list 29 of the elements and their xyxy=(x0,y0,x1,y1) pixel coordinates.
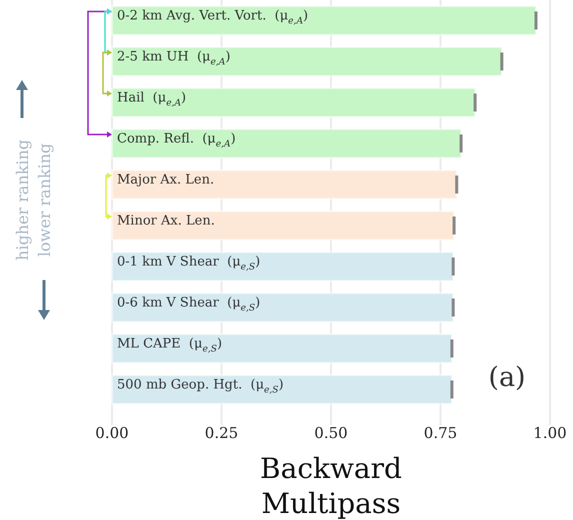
y-tick-label: 2-5 km UH (μ$_{e,A}$) xyxy=(117,50,230,68)
bar xyxy=(111,333,453,364)
bar xyxy=(111,87,476,118)
bar xyxy=(111,5,537,36)
y-tick-label: Comp. Refl. (μ$_{e,A}$) xyxy=(117,132,236,150)
x-axis-title: Backward Multipass xyxy=(260,452,402,520)
bar xyxy=(111,128,462,159)
y-tick-label: ML CAPE (μ$_{e,S}$) xyxy=(117,336,222,355)
y-tick-label: Major Ax. Len. xyxy=(117,172,214,188)
y-tick-label: Hail (μ$_{e,A}$) xyxy=(117,90,186,109)
annotation: (a) xyxy=(488,362,526,393)
y-tick-label: 0-1 km V Shear (μ$_{e,S}$) xyxy=(117,254,260,273)
y-tick-label: Minor Ax. Len. xyxy=(117,214,215,229)
bar xyxy=(111,169,458,200)
x-tick-label: 0.75 xyxy=(424,424,458,442)
x-tick-label: 1.00 xyxy=(533,424,567,442)
bar xyxy=(111,210,456,241)
text: lower ranking xyxy=(35,143,54,257)
text: higher ranking xyxy=(13,139,32,261)
y-tick-label: 0-6 km V Shear (μ$_{e,S}$) xyxy=(117,296,260,314)
x-tick-label: 0.00 xyxy=(95,424,129,442)
y-tick-label: 0-2 km Avg. Vert. Vort. (μ$_{e,A}$) xyxy=(117,8,308,27)
bar xyxy=(111,46,503,77)
bar xyxy=(111,374,453,405)
bar xyxy=(111,292,454,323)
bar xyxy=(111,251,454,282)
x-tick-label: 0.25 xyxy=(204,424,238,442)
x-tick-label: 0.50 xyxy=(314,424,348,442)
y-tick-label: 500 mb Geop. Hgt. (μ$_{e,S}$) xyxy=(117,378,284,396)
